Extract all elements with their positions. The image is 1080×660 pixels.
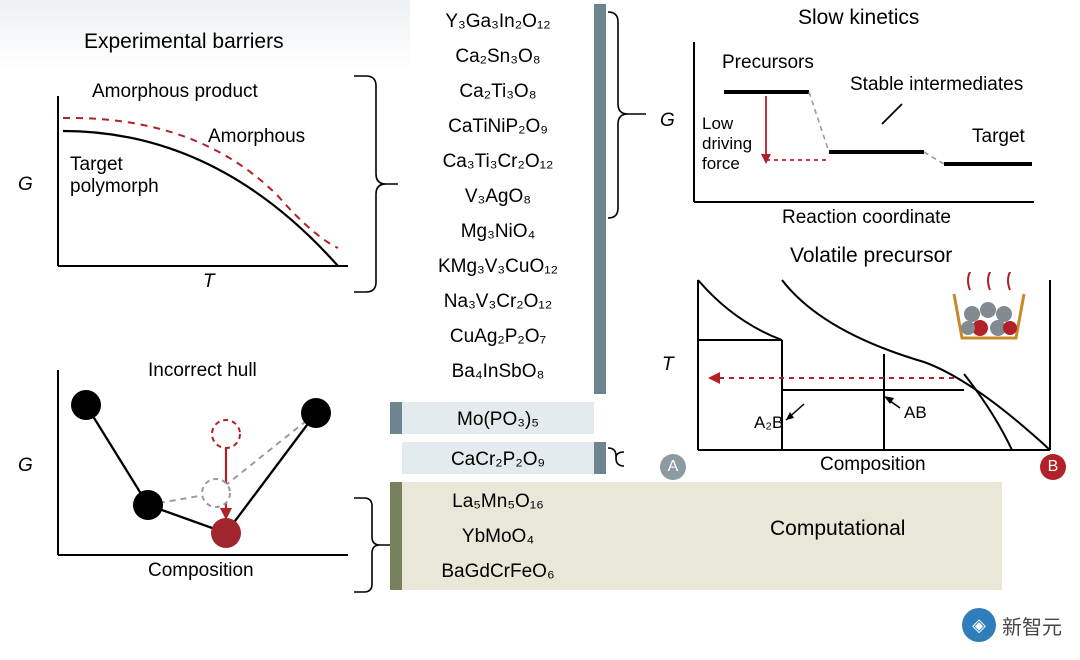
title-experimental: Experimental barriers	[84, 30, 284, 54]
bracket-kinetics	[608, 4, 652, 224]
compound: YbMoO₄	[402, 519, 594, 554]
label-target-1: Target	[70, 154, 159, 176]
compound-list-olive: La₅Mn₅O₁₆ YbMoO₄ BaGdCrFeO₆	[402, 484, 594, 589]
compound: Mg₃NiO₄	[402, 214, 594, 249]
label-amorphous-product: Amorphous product	[92, 81, 258, 103]
watermark-text: 新智元	[1002, 611, 1062, 640]
compound: Na₃V₃Cr₂O₁₂	[402, 284, 594, 319]
compound-list-blue: Y₃Ga₃In₂O₁₂ Ca₂Sn₃O₈ Ca₂Ti₃O₈ CaTiNiP₂O₉…	[402, 4, 594, 389]
label-target-2: polymorph	[70, 176, 159, 198]
stripe-cacr-right	[594, 442, 606, 474]
bracket-volatile	[608, 444, 648, 474]
xlabel-comp1: Composition	[148, 560, 254, 582]
ylabel-G3: G	[660, 110, 675, 132]
title-slow-kinetics: Slow kinetics	[798, 6, 919, 30]
watermark-icon: ◈	[962, 608, 996, 642]
chart-amorphous: G T Amorphous product Amorphous Target p…	[8, 76, 378, 296]
label-low3: force	[702, 154, 752, 174]
compound: CaTiNiP₂O₉	[402, 109, 594, 144]
ylabel-G1: G	[18, 174, 33, 196]
ylabel-G2: G	[18, 455, 33, 477]
label-A2B-text: A₂B	[754, 413, 783, 432]
xlabel-T: T	[203, 271, 215, 293]
compound: CuAg₂P₂O₇	[402, 319, 594, 354]
stripe-blue-right	[594, 4, 606, 394]
chart-slow-kinetics: G Reaction coordinate Precursors Stable …	[654, 32, 1054, 232]
compound: BaGdCrFeO₆	[402, 554, 594, 589]
watermark: ◈ 新智元	[962, 608, 1062, 642]
stripe-mo-left	[390, 402, 402, 434]
label-amorphous: Amorphous	[208, 126, 305, 148]
compound: Ca₂Sn₃O₈	[402, 39, 594, 74]
label-low2: driving	[702, 134, 752, 154]
label-stable-int: Stable intermediates	[850, 74, 1023, 96]
chart-hull: G Composition Incorrect hull	[8, 350, 378, 595]
bracket-amorphous	[354, 68, 402, 298]
xlabel-rxn: Reaction coordinate	[782, 207, 951, 229]
compound-cacr: CaCr₂P₂O₉	[402, 442, 594, 477]
compound: La₅Mn₅O₁₆	[402, 484, 594, 519]
label-low1: Low	[702, 114, 752, 134]
xlabel-comp2: Composition	[820, 454, 926, 476]
compound: Ca₃Ti₃Cr₂O₁₂	[402, 144, 594, 179]
label-AB-text: AB	[904, 403, 927, 422]
badge-B: B	[1040, 454, 1066, 480]
title-computational: Computational	[770, 517, 905, 541]
compound: V₃AgO₈	[402, 179, 594, 214]
compound: Y₃Ga₃In₂O₁₂	[402, 4, 594, 39]
ylabel-T2: T	[662, 354, 674, 376]
label-precursors: Precursors	[722, 52, 814, 74]
badge-A: A	[660, 454, 686, 480]
stripe-olive-left	[390, 482, 402, 590]
compound: KMg₃V₃CuO₁₂	[402, 249, 594, 284]
chart-volatile: A₂B AB T Composition	[654, 272, 1070, 482]
title-volatile: Volatile precursor	[790, 244, 952, 268]
compound-mo: Mo(PO₃)₅	[402, 402, 594, 437]
compound: Ca₂Ti₃O₈	[402, 74, 594, 109]
label-incorrect-hull: Incorrect hull	[148, 360, 257, 382]
label-target: Target	[972, 126, 1025, 148]
compound: Ba₄InSbO₈	[402, 354, 594, 389]
